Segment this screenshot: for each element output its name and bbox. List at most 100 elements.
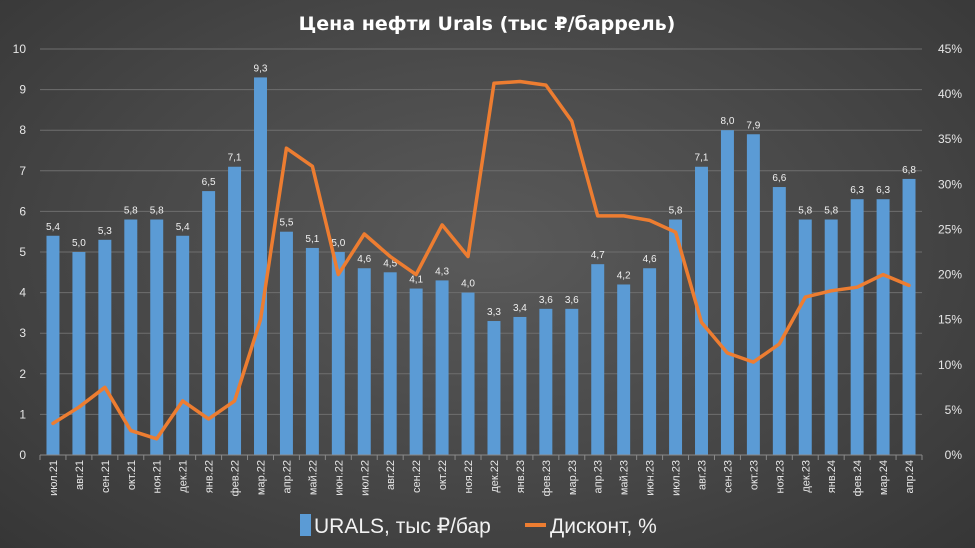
- bar: [98, 239, 112, 455]
- bar-data-label: 5,1: [305, 234, 319, 245]
- bar: [565, 308, 579, 455]
- y-left-tick-label: 8: [19, 123, 26, 137]
- bar-data-label: 5,8: [124, 206, 138, 217]
- bar: [850, 199, 864, 455]
- x-tick-label: фев.24: [852, 460, 864, 496]
- bar: [409, 288, 423, 455]
- x-tick-label: авг.22: [385, 460, 397, 490]
- y-left-tick-label: 4: [19, 286, 26, 300]
- x-tick-label: июл.21: [48, 460, 60, 496]
- y-right-tick-label: 0%: [945, 448, 963, 462]
- bar-data-label: 4,0: [461, 279, 475, 290]
- bar: [150, 219, 164, 455]
- x-tick-label: янв.23: [515, 460, 527, 493]
- y-right-tick-label: 5%: [945, 403, 963, 417]
- x-tick-label: окт.21: [126, 460, 138, 490]
- x-tick-label: апр.24: [904, 460, 916, 493]
- x-tick-label: дек.22: [489, 460, 501, 493]
- y-right-tick-label: 30%: [938, 177, 962, 191]
- bar: [902, 178, 916, 456]
- x-tick-label: янв.22: [204, 460, 216, 493]
- bar-data-label: 6,8: [902, 165, 916, 176]
- bar-data-label: 3,6: [539, 295, 553, 306]
- bar-data-label: 4,6: [643, 254, 657, 265]
- x-tick-label: сен.23: [722, 460, 734, 493]
- bar-data-label: 6,5: [202, 177, 216, 188]
- y-left-tick-label: 1: [19, 407, 26, 421]
- bar-data-labels: 5,4 5,0 5,3 5,8 5,8 5,4 6,5 7,1 9,3 5,5 5,1 5,0 4,6 4…: [46, 63, 916, 318]
- bar: [124, 219, 138, 455]
- bar: [202, 191, 216, 455]
- bar-data-label: 3,3: [487, 307, 501, 318]
- bar-data-label: 7,9: [746, 120, 760, 131]
- bar: [643, 268, 657, 455]
- bar-data-label: 5,0: [72, 238, 86, 249]
- gridlines: [40, 48, 922, 456]
- x-axis: июл.21 авг.21 сен.21 окт.21 ноя.21 дек.21 янв.…: [39, 454, 923, 496]
- x-tick-label: июн.22: [333, 460, 345, 496]
- y-axis-left: 0 1 2 3 4 5 6 7 8 9 10: [13, 42, 27, 462]
- chart-title: Цена нефти Urals (тыс ₽/баррель): [299, 13, 676, 35]
- bar: [331, 252, 345, 455]
- bar: [617, 284, 631, 455]
- x-tick-label: фев.23: [541, 460, 553, 496]
- line-series: [51, 79, 911, 441]
- legend-label-urals: URALS, тыс ₽/бар: [314, 515, 491, 538]
- y-right-tick-label: 25%: [938, 222, 962, 236]
- bar: [72, 252, 86, 455]
- bar: [487, 321, 501, 455]
- x-tick-label: ноя.23: [774, 460, 786, 493]
- bar-data-label: 5,8: [150, 206, 164, 217]
- bar-data-label: 6,6: [772, 173, 786, 184]
- x-tick-label: июн.23: [645, 460, 657, 496]
- bar-data-label: 5,8: [669, 206, 683, 217]
- bar: [798, 219, 812, 455]
- x-tick-label: окт.22: [437, 460, 449, 490]
- bar: [539, 308, 553, 455]
- y-left-tick-label: 2: [19, 367, 26, 381]
- y-left-tick-label: 5: [19, 245, 26, 259]
- bar-data-label: 8,0: [720, 116, 734, 127]
- bar-series: [46, 77, 916, 456]
- x-tick-label: дек.21: [178, 460, 190, 493]
- y-right-tick-label: 15%: [938, 313, 962, 327]
- y-left-tick-label: 7: [19, 164, 26, 178]
- x-tick-label: окт.23: [748, 460, 760, 490]
- bar-data-label: 4,2: [617, 270, 631, 281]
- bar-data-label: 5,3: [98, 226, 112, 237]
- y-right-tick-label: 35%: [938, 132, 962, 146]
- bar: [435, 280, 449, 455]
- bar: [305, 247, 319, 455]
- x-tick-label: мар.23: [567, 460, 579, 495]
- bar: [513, 316, 527, 455]
- bar-data-label: 5,4: [176, 222, 190, 233]
- bar-data-label: 5,8: [798, 206, 812, 217]
- x-tick-label: мар.24: [878, 460, 890, 495]
- x-tick-label: июл.22: [359, 460, 371, 496]
- x-tick-label: дек.23: [800, 460, 812, 493]
- x-tick-label: май.22: [307, 460, 319, 495]
- x-tick-label: ноя.22: [463, 460, 475, 493]
- bar: [357, 268, 371, 455]
- x-tick-label: авг.21: [74, 460, 86, 490]
- y-right-tick-label: 10%: [938, 358, 962, 372]
- y-right-tick-label: 20%: [938, 268, 962, 282]
- y-right-tick-label: 45%: [938, 42, 962, 56]
- bar: [772, 187, 786, 456]
- bar-data-label: 3,6: [565, 295, 579, 306]
- bar-data-label: 4,1: [409, 275, 423, 286]
- bar: [720, 130, 734, 455]
- x-tick-label: янв.24: [826, 460, 838, 493]
- bar-data-label: 3,4: [513, 303, 527, 314]
- bar: [383, 272, 397, 455]
- x-tick-label: фев.22: [230, 460, 242, 496]
- bar-data-label: 5,0: [331, 238, 345, 249]
- bar: [254, 77, 267, 456]
- bar-data-label: 9,3: [254, 63, 268, 74]
- legend-label-discount: Дисконт, %: [550, 515, 657, 538]
- bar-data-label: 4,5: [383, 258, 397, 269]
- y-right-tick-label: 40%: [938, 87, 962, 101]
- x-tick-label: апр.22: [281, 460, 293, 493]
- bar-data-label: 7,1: [695, 153, 709, 164]
